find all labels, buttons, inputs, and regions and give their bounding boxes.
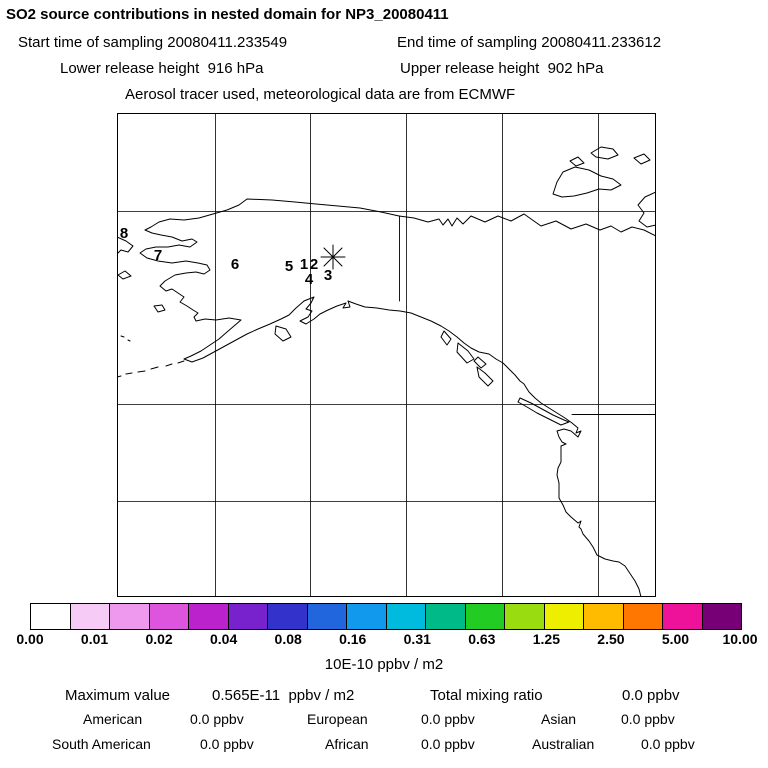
coastline-aleutian-islands [116, 360, 185, 378]
colorbar-segment-11 [465, 604, 505, 629]
colorbar-tick-0.63: 0.63 [468, 631, 496, 647]
colorbar-segment-7 [307, 604, 347, 629]
colorbar-segment-1 [70, 604, 110, 629]
total-mixing-ratio-value: 0.0 ppbv [622, 687, 680, 704]
upper-release-label: Upper release height 902 hPa [400, 60, 604, 77]
region-value-south-american: 0.0 ppbv [200, 736, 254, 752]
colorbar-tick-0.01: 0.01 [80, 631, 109, 647]
colorbar-tick-0.04: 0.04 [210, 631, 238, 647]
coastline-victoria-island [637, 191, 657, 228]
colorbar-tick-10.00: 10.00 [722, 631, 758, 647]
colorbar-tick-1.25: 1.25 [532, 631, 560, 647]
coastline-pribilof-islets [120, 335, 131, 342]
map-source-label-1: 1 [300, 256, 308, 273]
grid-lines [117, 113, 656, 597]
map-border [117, 113, 656, 597]
region-value-australian: 0.0 ppbv [641, 736, 695, 752]
colorbar-segment-13 [544, 604, 584, 629]
region-value-european: 0.0 ppbv [421, 711, 475, 727]
lower-release-label: Lower release height 916 hPa [60, 60, 264, 77]
map-source-label-5: 5 [285, 258, 293, 275]
total-mixing-ratio-label: Total mixing ratio [430, 687, 543, 704]
colorbar-units-label: 10E-10 ppbv / m2 [324, 656, 444, 673]
colorbar-segment-5 [228, 604, 268, 629]
colorbar-tick-0.02: 0.02 [145, 631, 173, 647]
colorbar-segment-4 [189, 604, 229, 629]
colorbar-ticks: 0.00 0.01 0.02 0.04 0.08 0.16 0.31 0.63 1.25 2.50… [0, 631, 768, 649]
colorbar-segment-15 [623, 604, 663, 629]
colorbar-segment-16 [663, 604, 703, 629]
colorbar-segment-14 [584, 604, 624, 629]
release-marker-star-icon [320, 244, 346, 270]
tracer-info-label: Aerosol tracer used, meteorological data… [125, 86, 516, 103]
region-name-australian: Australian [532, 736, 595, 752]
colorbar-segment-12 [505, 604, 545, 629]
region-value-asian: 0.0 ppbv [621, 711, 675, 727]
page-title: SO2 source contributions in nested domai… [6, 6, 449, 23]
colorbar-segment-8 [347, 604, 387, 629]
region-value-african: 0.0 ppbv [421, 736, 475, 752]
region-name-african: African [325, 736, 369, 752]
map-source-label-2: 2 [310, 256, 318, 273]
coastline-banks-island [552, 166, 622, 198]
colorbar-segment-3 [149, 604, 189, 629]
colorbar-segment-10 [426, 604, 466, 629]
coastline-mainland [139, 198, 657, 598]
colorbar-tick-0.00: 0.00 [16, 631, 44, 647]
coastline-arctic-islets [569, 146, 651, 167]
region-name-american: American [83, 711, 143, 727]
political-borders [399, 215, 656, 415]
coastline-haida-gwaii [476, 366, 494, 387]
region-name-european: European [307, 711, 368, 727]
coastline-vancouver-island [517, 397, 570, 426]
maximum-value-label: Maximum value [65, 687, 171, 704]
coastline-kodiak-island [274, 325, 292, 342]
colorbar-segment-2 [110, 604, 150, 629]
coastline-alexander-archipelago [440, 330, 487, 369]
region-name-south-american: South American [52, 736, 151, 752]
map-source-label-7: 7 [154, 247, 162, 264]
colorbar-segment-17 [702, 604, 741, 629]
map-source-label-6: 6 [231, 256, 239, 273]
colorbar-tick-2.50: 2.50 [597, 631, 625, 647]
map-source-label-8: 8 [120, 225, 128, 242]
colorbar-tick-0.16: 0.16 [339, 631, 367, 647]
region-value-american: 0.0 ppbv [190, 711, 244, 727]
colorbar-segment-9 [386, 604, 426, 629]
end-time-label: End time of sampling 20080411.233612 [397, 34, 662, 51]
colorbar-tick-5.00: 5.00 [661, 631, 690, 647]
colorbar-segment-6 [268, 604, 308, 629]
colorbar-segment-0 [31, 604, 71, 629]
coastline-nunivak-island [153, 304, 166, 313]
map-source-label-3: 3 [324, 267, 332, 284]
colorbar-tick-0.31: 0.31 [403, 631, 431, 647]
coastline-st-lawrence-island [117, 270, 132, 280]
colorbar [30, 603, 742, 630]
region-name-asian: Asian [541, 711, 577, 727]
map-source-label-4: 4 [305, 271, 314, 288]
coastline-chukotka [116, 236, 134, 255]
start-time-label: Start time of sampling 20080411.233549 [18, 34, 288, 51]
colorbar-tick-0.08: 0.08 [274, 631, 302, 647]
maximum-value: 0.565E-11 ppbv / m2 [212, 687, 355, 704]
